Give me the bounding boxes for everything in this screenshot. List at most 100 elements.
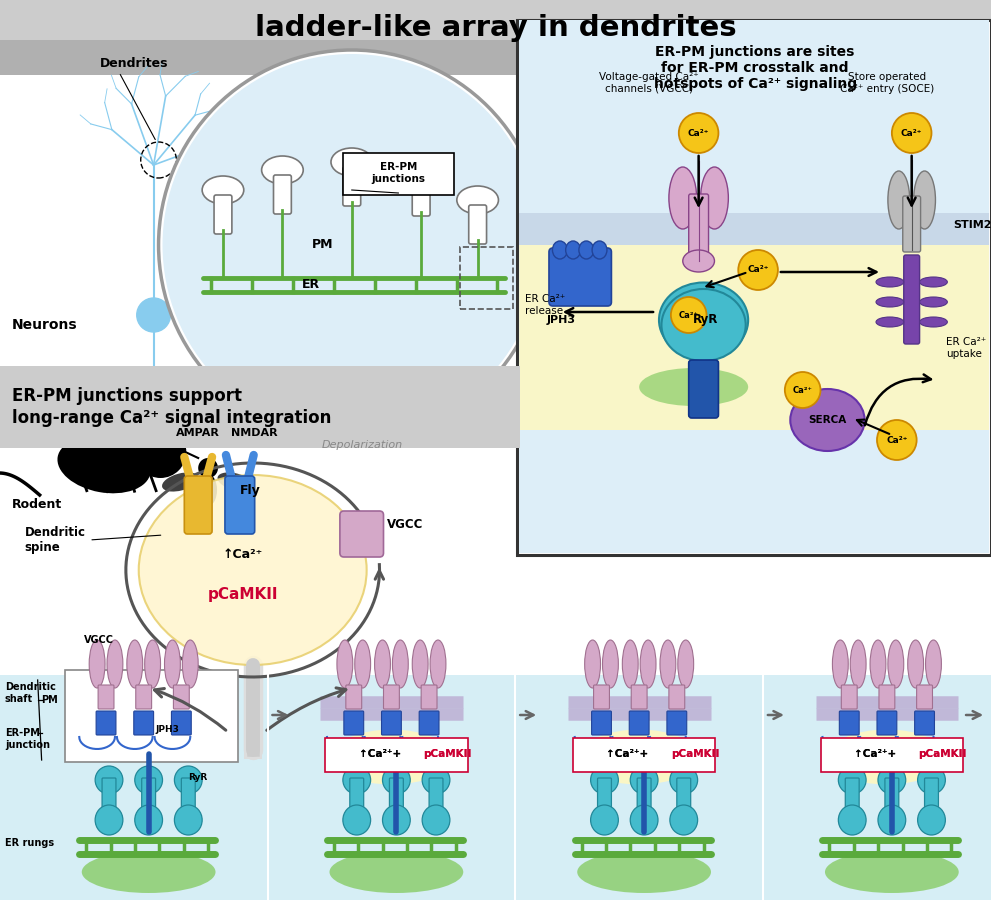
Circle shape	[671, 297, 707, 333]
FancyBboxPatch shape	[925, 778, 938, 808]
FancyBboxPatch shape	[592, 711, 611, 735]
Ellipse shape	[580, 730, 699, 785]
Ellipse shape	[920, 317, 947, 327]
Ellipse shape	[57, 436, 151, 493]
FancyBboxPatch shape	[669, 685, 685, 709]
Text: RyR: RyR	[188, 772, 208, 781]
FancyBboxPatch shape	[519, 20, 989, 553]
Ellipse shape	[383, 805, 410, 835]
FancyBboxPatch shape	[0, 0, 991, 40]
Ellipse shape	[639, 368, 748, 406]
Ellipse shape	[832, 640, 848, 688]
Circle shape	[738, 250, 778, 290]
Text: ER rungs: ER rungs	[5, 838, 54, 848]
Text: ER: ER	[302, 278, 320, 292]
Ellipse shape	[920, 277, 947, 287]
Ellipse shape	[918, 805, 945, 835]
Ellipse shape	[838, 766, 866, 794]
Text: pCaMKII: pCaMKII	[671, 749, 719, 759]
FancyBboxPatch shape	[346, 685, 362, 709]
Text: PM: PM	[312, 238, 334, 251]
Ellipse shape	[82, 851, 216, 893]
FancyBboxPatch shape	[184, 476, 212, 534]
FancyBboxPatch shape	[383, 685, 399, 709]
Ellipse shape	[878, 805, 906, 835]
Ellipse shape	[218, 472, 254, 491]
Text: Dendritic
spine: Dendritic spine	[25, 526, 86, 554]
Text: Ca²⁺: Ca²⁺	[886, 436, 907, 445]
Ellipse shape	[661, 289, 746, 361]
Text: ER-PM
junctions: ER-PM junctions	[371, 162, 425, 184]
Ellipse shape	[790, 389, 865, 451]
Text: Fly: Fly	[240, 483, 261, 497]
Ellipse shape	[622, 640, 638, 688]
Ellipse shape	[827, 730, 946, 785]
FancyBboxPatch shape	[841, 685, 857, 709]
Text: Dendritic
shaft: Dendritic shaft	[5, 682, 56, 704]
Text: Ca²⁺: Ca²⁺	[901, 129, 922, 138]
FancyBboxPatch shape	[98, 685, 114, 709]
Ellipse shape	[89, 640, 105, 688]
Ellipse shape	[430, 640, 446, 688]
FancyBboxPatch shape	[214, 195, 232, 234]
FancyBboxPatch shape	[65, 670, 238, 762]
Ellipse shape	[145, 640, 161, 688]
FancyBboxPatch shape	[594, 685, 609, 709]
FancyBboxPatch shape	[350, 778, 364, 808]
Ellipse shape	[579, 241, 594, 259]
Ellipse shape	[918, 766, 945, 794]
Ellipse shape	[669, 167, 697, 229]
FancyBboxPatch shape	[142, 778, 156, 808]
FancyBboxPatch shape	[0, 675, 991, 900]
FancyBboxPatch shape	[689, 194, 709, 263]
FancyBboxPatch shape	[689, 360, 718, 418]
Circle shape	[198, 458, 218, 478]
Ellipse shape	[164, 640, 180, 688]
Ellipse shape	[262, 156, 303, 184]
Ellipse shape	[678, 640, 694, 688]
FancyBboxPatch shape	[629, 711, 649, 735]
Ellipse shape	[329, 851, 463, 893]
Text: Store operated
Ca²⁺ entry (SOCE): Store operated Ca²⁺ entry (SOCE)	[840, 72, 934, 94]
Ellipse shape	[660, 640, 676, 688]
FancyBboxPatch shape	[389, 778, 403, 808]
Text: pCaMKII: pCaMKII	[423, 749, 472, 759]
Ellipse shape	[337, 640, 353, 688]
Text: pCaMKII: pCaMKII	[208, 588, 278, 602]
Ellipse shape	[602, 640, 618, 688]
Ellipse shape	[577, 851, 711, 893]
Ellipse shape	[343, 766, 371, 794]
Ellipse shape	[552, 241, 567, 259]
FancyBboxPatch shape	[904, 255, 920, 344]
FancyBboxPatch shape	[469, 205, 487, 244]
Ellipse shape	[139, 475, 367, 665]
Ellipse shape	[888, 640, 904, 688]
Ellipse shape	[926, 640, 941, 688]
Circle shape	[135, 426, 186, 478]
Ellipse shape	[383, 766, 410, 794]
Ellipse shape	[566, 241, 581, 259]
Text: Ca²⁺: Ca²⁺	[679, 310, 699, 320]
Ellipse shape	[876, 297, 904, 307]
FancyBboxPatch shape	[877, 711, 897, 735]
Ellipse shape	[332, 730, 451, 785]
Ellipse shape	[95, 805, 123, 835]
FancyBboxPatch shape	[325, 738, 468, 772]
Ellipse shape	[355, 640, 371, 688]
Ellipse shape	[331, 148, 373, 176]
Ellipse shape	[135, 805, 163, 835]
Ellipse shape	[375, 640, 390, 688]
Ellipse shape	[888, 171, 910, 229]
Ellipse shape	[876, 277, 904, 287]
Ellipse shape	[592, 241, 607, 259]
Text: NMDAR: NMDAR	[231, 428, 278, 438]
Text: pCaMKII: pCaMKII	[671, 749, 719, 759]
Ellipse shape	[199, 474, 217, 506]
FancyBboxPatch shape	[885, 778, 899, 808]
Ellipse shape	[683, 250, 714, 272]
Text: STIM2: STIM2	[953, 220, 992, 230]
FancyBboxPatch shape	[598, 778, 611, 808]
FancyBboxPatch shape	[631, 685, 647, 709]
FancyBboxPatch shape	[136, 685, 152, 709]
FancyBboxPatch shape	[903, 196, 921, 252]
